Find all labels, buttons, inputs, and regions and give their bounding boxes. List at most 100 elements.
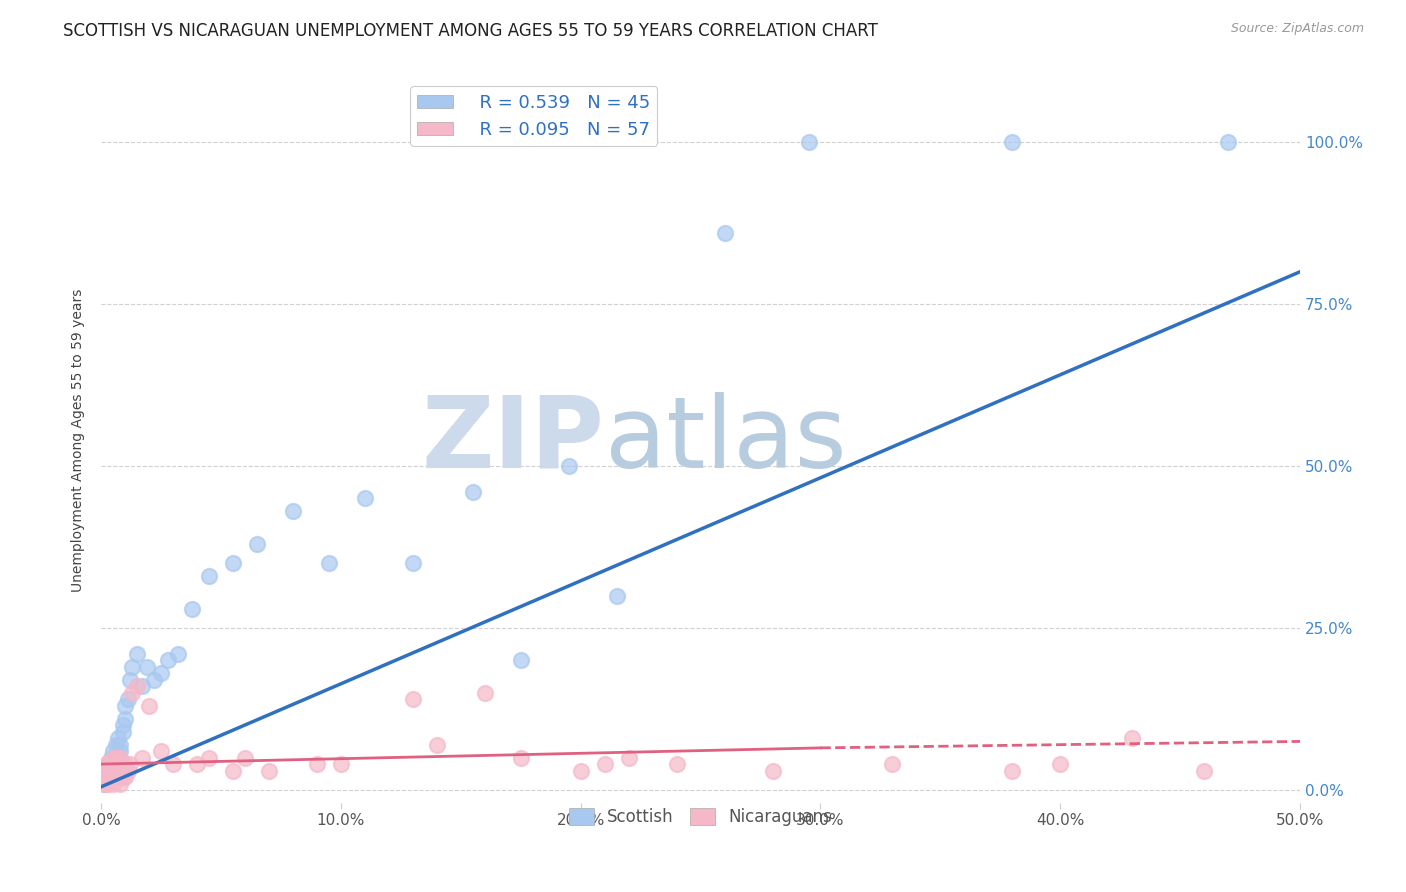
Point: [713, 226, 735, 240]
Point: [107, 757, 129, 772]
Point: [94, 770, 117, 784]
Point: [111, 764, 134, 778]
Text: atlas: atlas: [605, 392, 846, 489]
Point: [593, 757, 616, 772]
Point: [606, 589, 628, 603]
Point: [93, 764, 115, 778]
Point: [233, 750, 256, 764]
Point: [107, 750, 129, 764]
Point: [665, 757, 688, 772]
Point: [1121, 731, 1143, 746]
Point: [198, 569, 221, 583]
Point: [97, 770, 120, 784]
Point: [100, 764, 122, 778]
Point: [110, 776, 132, 790]
Point: [93, 776, 115, 790]
Point: [474, 686, 496, 700]
Point: [143, 673, 166, 687]
Legend: Scottish, Nicaraguans: Scottish, Nicaraguans: [561, 800, 841, 835]
Point: [110, 738, 132, 752]
Point: [222, 764, 245, 778]
Y-axis label: Unemployment Among Ages 55 to 59 years: Unemployment Among Ages 55 to 59 years: [72, 288, 86, 592]
Point: [103, 776, 125, 790]
Point: [93, 770, 115, 784]
Point: [104, 764, 127, 778]
Point: [1049, 757, 1071, 772]
Point: [461, 485, 484, 500]
Point: [97, 770, 120, 784]
Point: [509, 750, 531, 764]
Text: ZIP: ZIP: [422, 392, 605, 489]
Point: [257, 764, 280, 778]
Point: [617, 750, 640, 764]
Point: [103, 764, 125, 778]
Point: [131, 750, 153, 764]
Point: [761, 764, 783, 778]
Point: [797, 135, 820, 149]
Point: [104, 738, 127, 752]
Point: [104, 750, 127, 764]
Point: [100, 757, 122, 772]
Point: [110, 744, 132, 758]
Point: [111, 724, 134, 739]
Text: Source: ZipAtlas.com: Source: ZipAtlas.com: [1230, 22, 1364, 36]
Point: [135, 660, 157, 674]
Point: [281, 504, 304, 518]
Point: [103, 757, 125, 772]
Point: [100, 764, 122, 778]
Point: [104, 750, 127, 764]
Point: [131, 679, 153, 693]
Point: [138, 698, 160, 713]
Point: [162, 757, 184, 772]
Point: [117, 764, 139, 778]
Point: [127, 647, 149, 661]
Point: [114, 770, 136, 784]
Point: [111, 770, 134, 784]
Point: [100, 750, 122, 764]
Point: [94, 757, 117, 772]
Point: [103, 750, 125, 764]
Point: [103, 744, 125, 758]
Point: [93, 776, 115, 790]
Point: [114, 698, 136, 713]
Point: [100, 770, 122, 784]
Point: [569, 764, 592, 778]
Point: [305, 757, 328, 772]
Point: [1216, 135, 1239, 149]
Point: [1192, 764, 1215, 778]
Point: [110, 750, 132, 764]
Point: [97, 757, 120, 772]
Point: [97, 776, 120, 790]
Point: [114, 757, 136, 772]
Point: [107, 770, 129, 784]
Point: [426, 738, 449, 752]
Point: [1001, 135, 1024, 149]
Point: [118, 673, 141, 687]
Point: [882, 757, 904, 772]
Point: [94, 770, 117, 784]
Point: [509, 653, 531, 667]
Point: [111, 718, 134, 732]
Point: [121, 660, 143, 674]
Point: [114, 712, 136, 726]
Point: [94, 764, 117, 778]
Point: [107, 731, 129, 746]
Point: [330, 757, 353, 772]
Point: [402, 556, 425, 570]
Point: [94, 776, 117, 790]
Point: [181, 601, 204, 615]
Point: [150, 744, 173, 758]
Point: [117, 692, 139, 706]
Text: SCOTTISH VS NICARAGUAN UNEMPLOYMENT AMONG AGES 55 TO 59 YEARS CORRELATION CHART: SCOTTISH VS NICARAGUAN UNEMPLOYMENT AMON…: [63, 22, 879, 40]
Point: [246, 537, 269, 551]
Point: [354, 491, 377, 506]
Point: [121, 686, 143, 700]
Point: [150, 666, 173, 681]
Point: [558, 459, 581, 474]
Point: [157, 653, 180, 667]
Point: [186, 757, 208, 772]
Point: [222, 556, 245, 570]
Point: [94, 764, 117, 778]
Point: [167, 647, 190, 661]
Point: [1001, 764, 1024, 778]
